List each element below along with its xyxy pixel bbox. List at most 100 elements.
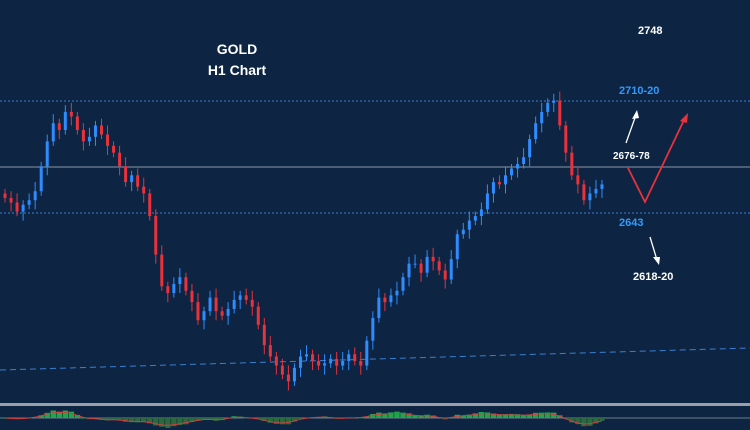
- candle-body: [588, 193, 592, 201]
- candle-body: [112, 145, 116, 153]
- candle-body: [244, 295, 248, 300]
- candle-body: [365, 340, 369, 366]
- oscillator-bar: [400, 412, 406, 418]
- candle-body: [214, 297, 218, 312]
- candle-body: [467, 220, 471, 230]
- oscillator-bar: [358, 418, 364, 419]
- oscillator-bar: [297, 418, 304, 419]
- oscillator-bar: [538, 412, 545, 418]
- oscillator-bar: [466, 414, 473, 418]
- oscillator-bar: [165, 418, 171, 428]
- candle-body: [353, 354, 357, 362]
- candle-body: [292, 367, 296, 382]
- candle-body: [220, 311, 224, 316]
- oscillator-bar: [382, 413, 388, 418]
- oscillator-bar: [189, 418, 195, 423]
- candle-body: [347, 354, 351, 362]
- level-label-2618-20: 2618-20: [633, 271, 673, 283]
- oscillator-bar: [147, 418, 153, 424]
- oscillator-bar: [128, 418, 135, 423]
- candle-body: [21, 204, 25, 212]
- oscillator-bar: [110, 418, 117, 420]
- candle-body: [371, 318, 375, 341]
- candle-body: [431, 256, 435, 262]
- candle-body: [154, 216, 158, 255]
- oscillator-bar: [38, 415, 44, 418]
- candle-body: [250, 299, 254, 307]
- oscillator-bar: [418, 415, 424, 418]
- candle-body: [534, 123, 538, 140]
- oscillator-bar: [207, 418, 213, 420]
- candle-body: [335, 358, 339, 366]
- oscillator-bar: [122, 418, 129, 422]
- candle-body: [317, 361, 321, 366]
- candle-body: [401, 277, 405, 291]
- candle-body: [449, 259, 453, 280]
- candle-body: [564, 125, 568, 153]
- candle-body: [69, 111, 73, 117]
- candle-body: [27, 200, 31, 205]
- candle-body: [226, 308, 230, 316]
- candle-body: [311, 354, 315, 362]
- candle-body: [280, 365, 284, 375]
- candle-body: [130, 175, 134, 183]
- candle-body: [238, 295, 242, 300]
- candle-body: [461, 229, 465, 235]
- oscillator-bar: [32, 417, 38, 418]
- candle-body: [63, 111, 67, 131]
- candle-body: [558, 100, 562, 126]
- candlestick-series: [3, 91, 604, 391]
- oscillator-bar: [484, 412, 491, 418]
- oscillator-bar: [285, 418, 292, 425]
- candle-body: [136, 175, 140, 187]
- oscillator-bar: [376, 412, 382, 418]
- oscillator-bar: [569, 418, 575, 423]
- bearish-arrow-down-icon: [649, 236, 660, 265]
- rising-trend-line: [0, 347, 750, 371]
- oscillator-bar: [261, 418, 268, 422]
- candle-body: [473, 216, 477, 221]
- candle-body: [256, 306, 260, 325]
- candle-body: [208, 297, 212, 312]
- oscillator-bar: [116, 418, 123, 421]
- oscillator-bar: [545, 412, 551, 418]
- oscillator-signal-line: [4, 411, 603, 426]
- oscillator-bar: [201, 418, 207, 420]
- oscillator-bar: [575, 418, 581, 425]
- oscillator-bar: [593, 418, 599, 424]
- candle-body: [528, 139, 532, 158]
- oscillator-bar: [370, 413, 376, 418]
- candle-body: [274, 356, 278, 366]
- candle-body: [377, 297, 381, 318]
- candle-body: [570, 152, 574, 176]
- oscillator-bar: [80, 418, 87, 419]
- candle-body: [45, 141, 49, 167]
- level-label-2676-78: 2676-78: [613, 151, 650, 162]
- candle-body: [323, 363, 327, 366]
- oscillator-histogram: [2, 410, 605, 428]
- candle-body: [443, 270, 447, 280]
- candle-body: [395, 290, 399, 296]
- oscillator-bar: [520, 414, 527, 418]
- oscillator-bar: [62, 410, 69, 418]
- candle-body: [178, 277, 182, 285]
- oscillator-bar: [171, 418, 177, 427]
- candle-body: [15, 202, 19, 212]
- candle-body: [196, 302, 200, 321]
- level-label-2643: 2643: [619, 217, 643, 229]
- oscillator-bar: [412, 415, 418, 418]
- candle-body: [99, 125, 103, 135]
- candle-body: [419, 263, 423, 273]
- chart-title: GOLD: [217, 41, 257, 57]
- oscillator-bar: [442, 418, 448, 420]
- oscillator-bar: [92, 417, 99, 419]
- candle-body: [75, 116, 79, 131]
- candle-body: [142, 186, 146, 194]
- candle-body: [582, 184, 586, 201]
- candle-body: [504, 175, 508, 185]
- level-label-2710-20: 2710-20: [619, 85, 659, 97]
- candle-body: [160, 254, 164, 287]
- oscillator-bar: [532, 412, 539, 418]
- oscillator-bar: [255, 418, 261, 419]
- candle-body: [268, 345, 272, 357]
